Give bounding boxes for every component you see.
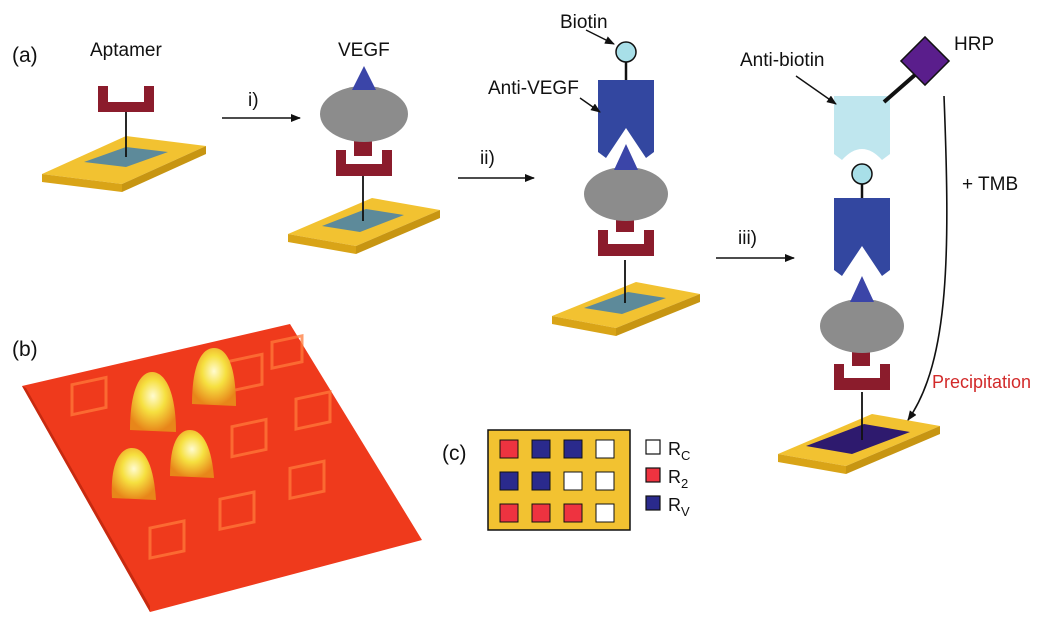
legend-label-rv: RV xyxy=(668,495,690,519)
aptamer-icon xyxy=(598,230,654,256)
hrp-enzyme-icon xyxy=(899,35,951,87)
array-cell-rc xyxy=(595,439,615,459)
hrp-label: HRP xyxy=(954,34,994,55)
array-cell-rc xyxy=(595,471,615,491)
array-cell-rv xyxy=(531,471,551,491)
legend-label-r2: R2 xyxy=(668,467,688,491)
array-cell-r2 xyxy=(563,503,583,523)
biotin-icon xyxy=(615,41,637,63)
chip-surface xyxy=(22,324,422,612)
precipitation-label: Precipitation xyxy=(932,372,1031,392)
array-spot xyxy=(218,490,256,532)
array-spot xyxy=(70,375,108,417)
vegf-label: VEGF xyxy=(338,40,390,61)
array-cell-r2 xyxy=(531,503,551,523)
array-spot xyxy=(270,333,304,371)
precipitate-spot xyxy=(806,424,910,454)
vegf-epitope xyxy=(352,66,376,90)
panel-label-a: (a) xyxy=(12,44,38,67)
anti-biotin-antibody xyxy=(834,96,890,160)
anti-biotin-label: Anti-biotin xyxy=(740,50,825,71)
signal-peak xyxy=(170,430,214,478)
signal-peak xyxy=(192,348,236,406)
anti-vegf-antibody xyxy=(598,80,654,158)
array-layout-grid xyxy=(499,439,615,523)
tmb-label: + TMB xyxy=(962,174,1018,195)
step-i-label: i) xyxy=(248,90,259,111)
legend-swatch-r2 xyxy=(645,467,661,483)
array-cell-rv xyxy=(531,439,551,459)
biotin-label: Biotin xyxy=(560,12,608,33)
aptamer-icon xyxy=(98,86,154,112)
aptamer-icon xyxy=(336,150,392,176)
legend-swatch-rv xyxy=(645,495,661,511)
anti-vegf-antibody xyxy=(834,198,890,276)
panel-label-c: (c) xyxy=(442,442,467,465)
biotin-icon xyxy=(851,163,873,185)
legend: RC R2 RV xyxy=(645,439,690,519)
array-spot xyxy=(148,519,186,560)
vegf-protein xyxy=(584,167,668,221)
surface-intensity-map xyxy=(22,324,422,612)
array-cell-r2 xyxy=(499,439,519,459)
array-spot xyxy=(288,459,326,501)
stage-3-anti-vegf: Biotin Anti-VEGF xyxy=(488,12,700,336)
array-spot xyxy=(294,390,332,431)
array-cell-rv xyxy=(499,471,519,491)
panel-label-b: (b) xyxy=(12,338,38,361)
array-spot xyxy=(230,417,268,459)
aptamer-label: Aptamer xyxy=(90,40,162,61)
legend-swatch-rc xyxy=(645,439,661,455)
stage-2-vegf: VEGF xyxy=(288,40,440,254)
legend-label-rc: RC xyxy=(668,439,690,463)
signal-peak xyxy=(111,448,156,500)
tmb-reaction-arrow xyxy=(907,95,948,421)
array-cell-r2 xyxy=(499,503,519,523)
array-cell-rc xyxy=(563,471,583,491)
step-iii-label: iii) xyxy=(738,228,757,249)
vegf-protein xyxy=(320,86,408,142)
vegf-protein xyxy=(820,299,904,353)
array-cell-rc xyxy=(595,503,615,523)
signal-peak xyxy=(130,372,176,432)
step-ii-label: ii) xyxy=(480,148,495,169)
stage-4-anti-biotin-hrp: HRP Anti-biotin + TMB Precipitation xyxy=(740,34,1031,474)
aptamer-icon xyxy=(834,364,890,390)
anti-vegf-label: Anti-VEGF xyxy=(488,78,579,99)
gold-substrate-edge xyxy=(42,174,122,192)
array-cell-rv xyxy=(563,439,583,459)
stage-1-aptamer: Aptamer xyxy=(42,40,206,192)
